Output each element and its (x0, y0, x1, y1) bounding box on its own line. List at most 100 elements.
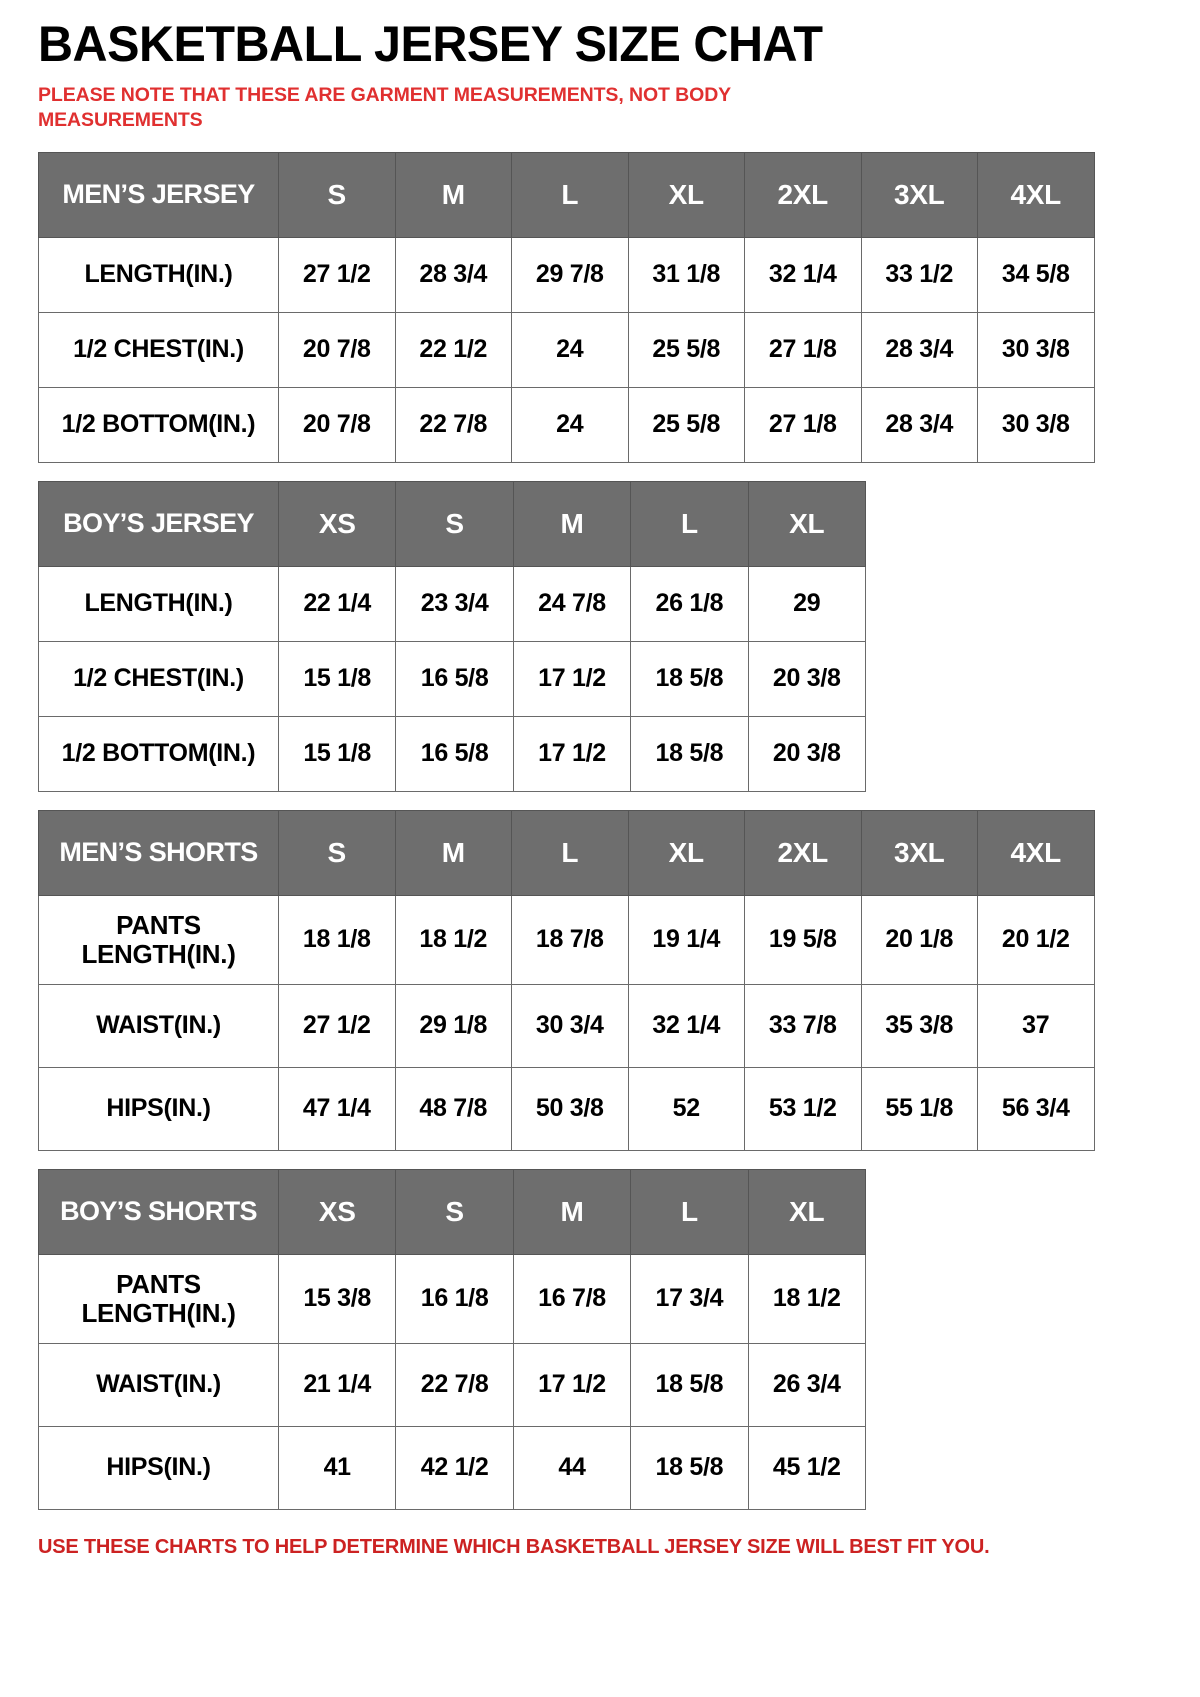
row-label: 1/2 CHEST(IN.) (38, 311, 279, 388)
cell-value: 18 1/8 (278, 894, 396, 985)
cell-value: 29 7/8 (511, 236, 629, 313)
size-header-m: M (394, 151, 512, 238)
cell-value: 19 1/4 (627, 894, 745, 985)
cell-value: 53 1/2 (744, 1066, 862, 1151)
cell-value: 50 3/8 (511, 1066, 629, 1151)
table-header-row: MEN’S SHORTS S M L XL 2XL 3XL 4XL (38, 809, 1095, 896)
row-label: LENGTH(IN.) (38, 236, 279, 313)
cell-value: 32 1/4 (627, 983, 745, 1068)
cell-value: 30 3/4 (511, 983, 629, 1068)
cell-value: 18 1/2 (394, 894, 512, 985)
cell-value: 52 (627, 1066, 745, 1151)
cell-value: 27 1/8 (744, 386, 862, 463)
cell-value: 22 1/2 (394, 311, 512, 388)
cell-value: 17 3/4 (630, 1253, 749, 1344)
cell-value: 26 1/8 (630, 565, 749, 642)
size-header-xl: XL (747, 480, 866, 567)
table-corner-label: BOY’S JERSEY (38, 480, 279, 567)
cell-value: 28 3/4 (860, 386, 978, 463)
row-label: 1/2 CHEST(IN.) (38, 640, 279, 717)
table-row: LENGTH(IN.) 22 1/4 23 3/4 24 7/8 26 1/8 … (38, 565, 866, 642)
cell-value: 34 5/8 (977, 236, 1095, 313)
cell-value: 20 1/8 (860, 894, 978, 985)
row-label-line2: LENGTH(IN.) (81, 1297, 236, 1328)
cell-value: 22 7/8 (394, 386, 512, 463)
cell-value: 20 7/8 (278, 386, 396, 463)
cell-value: 25 5/8 (627, 386, 745, 463)
cell-value: 15 1/8 (277, 640, 397, 717)
table-boys-jersey: BOY’S JERSEY XS S M L XL LENGTH(IN.) 22 … (38, 480, 866, 792)
cell-value: 29 1/8 (394, 983, 512, 1068)
cell-value: 44 (512, 1425, 632, 1510)
cell-value: 20 3/8 (747, 715, 866, 792)
table-row: PANTS LENGTH(IN.) 15 3/8 16 1/8 16 7/8 1… (38, 1253, 866, 1344)
size-header-2xl: 2XL (744, 151, 862, 238)
cell-value: 37 (977, 983, 1095, 1068)
size-header-3xl: 3XL (860, 809, 978, 896)
row-label: WAIST(IN.) (38, 1342, 279, 1427)
cell-value: 31 1/8 (627, 236, 745, 313)
footer-note: USE THESE CHARTS TO HELP DETERMINE WHICH… (38, 1535, 990, 1558)
cell-value: 17 1/2 (512, 1342, 632, 1427)
size-header-3xl: 3XL (860, 151, 978, 238)
cell-value: 48 7/8 (394, 1066, 512, 1151)
cell-value: 18 1/2 (747, 1253, 866, 1344)
cell-value: 28 3/4 (394, 236, 512, 313)
cell-value: 16 7/8 (512, 1253, 632, 1344)
table-corner-label: MEN’S SHORTS (38, 809, 279, 896)
cell-value: 47 1/4 (278, 1066, 396, 1151)
table-row: 1/2 CHEST(IN.) 15 1/8 16 5/8 17 1/2 18 5… (38, 640, 866, 717)
table-row: HIPS(IN.) 41 42 1/2 44 18 5/8 45 1/2 (38, 1425, 866, 1510)
table-corner-label: BOY’S SHORTS (38, 1168, 279, 1255)
cell-value: 19 5/8 (744, 894, 862, 985)
cell-value: 22 1/4 (277, 565, 397, 642)
row-label: 1/2 BOTTOM(IN.) (38, 386, 279, 463)
table-row: 1/2 CHEST(IN.) 20 7/8 22 1/2 24 25 5/8 2… (38, 311, 1095, 388)
row-label: 1/2 BOTTOM(IN.) (38, 715, 279, 792)
table-header-row: BOY’S JERSEY XS S M L XL (38, 480, 866, 567)
cell-value: 25 5/8 (627, 311, 745, 388)
cell-value: 20 1/2 (977, 894, 1095, 985)
cell-value: 16 1/8 (395, 1253, 514, 1344)
cell-value: 35 3/8 (860, 983, 978, 1068)
cell-value: 18 5/8 (630, 1342, 749, 1427)
cell-value: 45 1/2 (747, 1425, 866, 1510)
size-header-s: S (395, 1168, 514, 1255)
size-header-l: L (630, 1168, 749, 1255)
cell-value: 15 1/8 (277, 715, 397, 792)
size-header-s: S (395, 480, 514, 567)
size-header-xs: XS (277, 1168, 397, 1255)
size-header-xl: XL (627, 809, 745, 896)
size-header-xs: XS (277, 480, 397, 567)
table-row: PANTS LENGTH(IN.) 18 1/8 18 1/2 18 7/8 1… (38, 894, 1095, 985)
table-mens-shorts: MEN’S SHORTS S M L XL 2XL 3XL 4XL PANTS … (38, 809, 1095, 1151)
row-label-line1: PANTS (116, 1268, 201, 1299)
size-header-m: M (512, 1168, 632, 1255)
cell-value: 30 3/8 (977, 311, 1095, 388)
row-label: LENGTH(IN.) (38, 565, 279, 642)
cell-value: 27 1/8 (744, 311, 862, 388)
cell-value: 22 7/8 (395, 1342, 514, 1427)
size-chart-page: BASKETBALL JERSEY SIZE CHAT PLEASE NOTE … (0, 18, 1200, 1697)
cell-value: 29 (747, 565, 866, 642)
size-header-4xl: 4XL (977, 151, 1095, 238)
table-row: WAIST(IN.) 21 1/4 22 7/8 17 1/2 18 5/8 2… (38, 1342, 866, 1427)
size-header-m: M (394, 809, 512, 896)
cell-value: 20 3/8 (747, 640, 866, 717)
cell-value: 56 3/4 (977, 1066, 1095, 1151)
size-header-l: L (511, 151, 629, 238)
cell-value: 23 3/4 (395, 565, 514, 642)
cell-value: 33 7/8 (744, 983, 862, 1068)
cell-value: 33 1/2 (860, 236, 978, 313)
cell-value: 17 1/2 (512, 640, 632, 717)
cell-value: 26 3/4 (747, 1342, 866, 1427)
table-header-row: BOY’S SHORTS XS S M L XL (38, 1168, 866, 1255)
size-header-m: M (512, 480, 632, 567)
table-row: LENGTH(IN.) 27 1/2 28 3/4 29 7/8 31 1/8 … (38, 236, 1095, 313)
table-row: WAIST(IN.) 27 1/2 29 1/8 30 3/4 32 1/4 3… (38, 983, 1095, 1068)
cell-value: 18 5/8 (630, 1425, 749, 1510)
table-header-row: MEN’S JERSEY S M L XL 2XL 3XL 4XL (38, 151, 1095, 238)
row-label-line2: LENGTH(IN.) (81, 938, 236, 969)
table-mens-jersey: MEN’S JERSEY S M L XL 2XL 3XL 4XL LENGTH… (38, 151, 1095, 463)
size-header-s: S (278, 809, 396, 896)
